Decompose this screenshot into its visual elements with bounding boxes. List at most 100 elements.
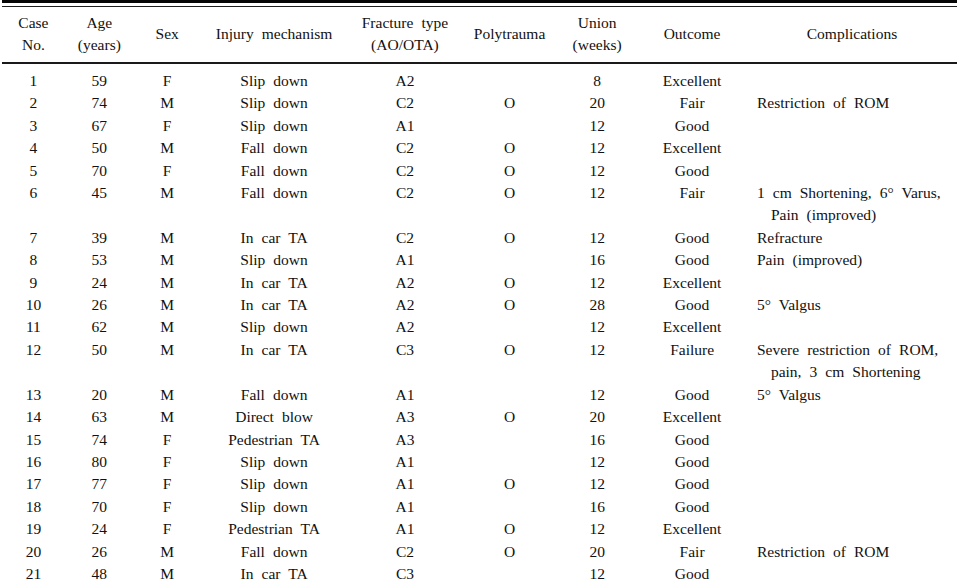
cell-union: 28: [557, 294, 637, 316]
cell-union: 12: [557, 339, 637, 384]
cell-outcome: Good: [637, 294, 747, 316]
cases-table: Case No.Age (years)SexInjury mechanismFr…: [2, 7, 957, 585]
cell-case: 2: [2, 92, 65, 114]
cell-case: 15: [2, 429, 65, 451]
cell-outcome: Excellent: [637, 316, 747, 338]
cell-union: 12: [557, 115, 637, 137]
cell-outcome: Excellent: [637, 63, 747, 92]
column-header-case: Case No.: [2, 7, 65, 63]
cell-mechanism: Slip down: [200, 249, 347, 271]
cell-polytrauma: O: [462, 182, 557, 227]
cell-outcome: Good: [637, 563, 747, 585]
cell-fracture: A1: [348, 115, 462, 137]
cell-case: 8: [2, 249, 65, 271]
cell-mechanism: Fall down: [200, 182, 347, 227]
cell-fracture: A2: [348, 316, 462, 338]
cell-case: 6: [2, 182, 65, 227]
cell-fracture: C2: [348, 541, 462, 563]
cell-polytrauma: O: [462, 160, 557, 182]
cell-outcome: Good: [637, 227, 747, 249]
table-row: 739MIn car TAC2O12GoodRefracture: [2, 227, 957, 249]
cell-polytrauma: O: [462, 92, 557, 114]
table-row: 1574FPedestrian TAA316Good: [2, 429, 957, 451]
cell-complications: [747, 406, 957, 428]
cell-mechanism: Slip down: [200, 496, 347, 518]
cell-polytrauma: O: [462, 406, 557, 428]
cell-polytrauma: O: [462, 541, 557, 563]
cell-age: 59: [65, 63, 134, 92]
cell-union: 12: [557, 384, 637, 406]
cell-fracture: A2: [348, 63, 462, 92]
cell-complications: Restriction of ROM: [747, 541, 957, 563]
column-header-complications: Complications: [747, 7, 957, 63]
cell-mechanism: Fall down: [200, 160, 347, 182]
cell-sex: F: [134, 518, 200, 540]
table-row: 1680FSlip downA112Good: [2, 451, 957, 473]
cell-sex: M: [134, 182, 200, 227]
cell-mechanism: In car TA: [200, 227, 347, 249]
cell-sex: M: [134, 137, 200, 159]
table-row: 1250MIn car TAC3O12FailureSevere restric…: [2, 339, 957, 384]
cell-outcome: Good: [637, 429, 747, 451]
cell-outcome: Fair: [637, 541, 747, 563]
cell-polytrauma: O: [462, 294, 557, 316]
cell-outcome: Good: [637, 496, 747, 518]
cell-age: 26: [65, 294, 134, 316]
table-row: 570FFall downC2O12Good: [2, 160, 957, 182]
cell-complications: [747, 272, 957, 294]
table-row: 1777FSlip downA1O12Good: [2, 473, 957, 495]
table-row: 1162MSlip downA212Excellent: [2, 316, 957, 338]
cell-case: 13: [2, 384, 65, 406]
table-row: 450MFall downC2O12Excellent: [2, 137, 957, 159]
cell-sex: F: [134, 496, 200, 518]
cell-case: 11: [2, 316, 65, 338]
cell-union: 12: [557, 272, 637, 294]
cell-union: 12: [557, 316, 637, 338]
cell-age: 50: [65, 339, 134, 384]
cell-sex: M: [134, 406, 200, 428]
cell-sex: F: [134, 451, 200, 473]
cell-case: 16: [2, 451, 65, 473]
cell-age: 24: [65, 272, 134, 294]
cell-case: 3: [2, 115, 65, 137]
cell-union: 12: [557, 137, 637, 159]
cell-polytrauma: [462, 316, 557, 338]
cell-union: 12: [557, 518, 637, 540]
cell-outcome: Failure: [637, 339, 747, 384]
cell-complications: 5° Valgus: [747, 384, 957, 406]
paper-table-page: Case No.Age (years)SexInjury mechanismFr…: [0, 0, 959, 585]
cell-complications: [747, 115, 957, 137]
cell-complications: [747, 451, 957, 473]
column-header-polytrauma: Polytrauma: [462, 7, 557, 63]
table-row: 367FSlip downA112Good: [2, 115, 957, 137]
cell-sex: M: [134, 384, 200, 406]
cell-age: 80: [65, 451, 134, 473]
cell-age: 50: [65, 137, 134, 159]
column-header-sex: Sex: [134, 7, 200, 63]
cell-age: 26: [65, 541, 134, 563]
cell-case: 12: [2, 339, 65, 384]
cell-complications: [747, 518, 957, 540]
table-row: 2148MIn car TAC312Good: [2, 563, 957, 585]
cell-age: 77: [65, 473, 134, 495]
cell-polytrauma: O: [462, 227, 557, 249]
cell-mechanism: Slip down: [200, 316, 347, 338]
cell-union: 12: [557, 227, 637, 249]
cell-outcome: Good: [637, 160, 747, 182]
cell-mechanism: In car TA: [200, 339, 347, 384]
cell-polytrauma: O: [462, 518, 557, 540]
cell-union: 12: [557, 451, 637, 473]
cell-complications: [747, 316, 957, 338]
cell-union: 16: [557, 249, 637, 271]
cell-age: 39: [65, 227, 134, 249]
cell-age: 70: [65, 160, 134, 182]
cell-sex: F: [134, 473, 200, 495]
cell-sex: M: [134, 563, 200, 585]
cell-case: 18: [2, 496, 65, 518]
table-row: 853MSlip downA116GoodPain (improved): [2, 249, 957, 271]
cell-fracture: C3: [348, 563, 462, 585]
table-row: 1026MIn car TAA2O28Good5° Valgus: [2, 294, 957, 316]
cell-case: 7: [2, 227, 65, 249]
table-top-border: [2, 0, 957, 7]
cell-case: 10: [2, 294, 65, 316]
